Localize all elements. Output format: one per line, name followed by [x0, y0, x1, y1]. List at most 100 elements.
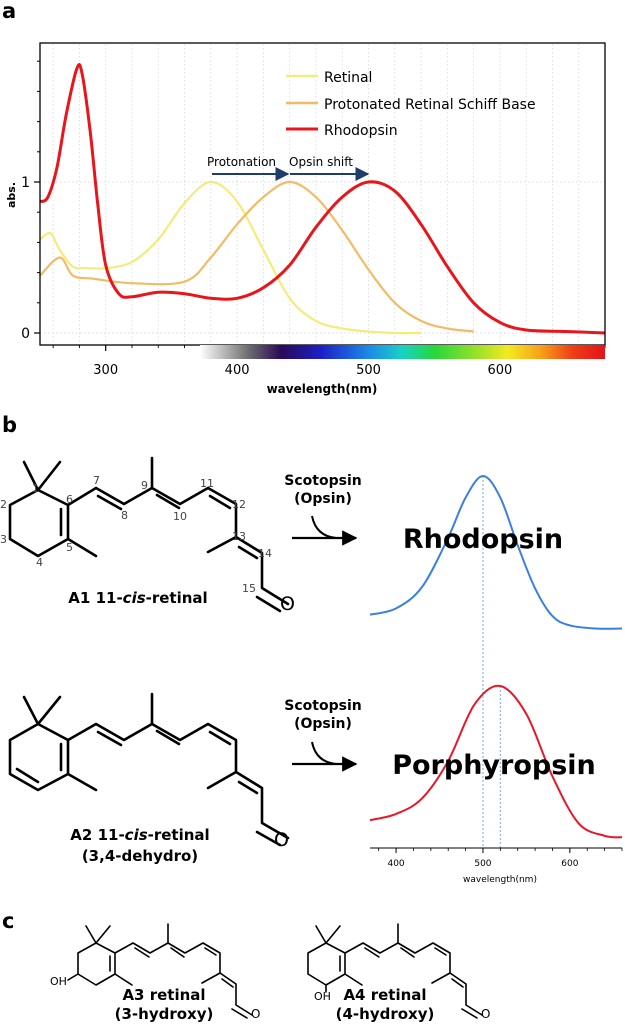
a3-polyene-chain	[114, 923, 253, 1016]
a2-c13-c14-double	[237, 780, 259, 795]
a3-hydroxyl: OH	[50, 975, 67, 988]
legend-label-protonated: Protonated Retinal Schiff Base	[324, 97, 536, 113]
atom-number: 11	[200, 477, 214, 490]
a3-chain-double-2	[170, 947, 185, 958]
panel-b-label: b	[2, 413, 17, 437]
a2-ring-bonds	[8, 722, 70, 792]
a4-gem-dimethyl	[315, 925, 341, 944]
a2-c7-c8-double	[96, 730, 123, 747]
atom-number: 12	[232, 498, 246, 511]
rhodopsin-spectrum-line	[369, 474, 623, 630]
enzyme-2-name-alt: (Opsin)	[294, 716, 352, 732]
opsin-shift-label: Opsin shift	[289, 155, 353, 169]
a4-chain-double-1	[364, 947, 380, 958]
legend-label-retinal: Retinal	[324, 70, 372, 86]
a3-retinal-structure	[67, 923, 253, 1019]
atom-number: 5	[66, 541, 73, 554]
legend-label-rhodopsin: Rhodopsin	[324, 123, 398, 139]
panel-a-label: a	[2, 0, 16, 23]
atom-number: 1	[32, 482, 39, 495]
a1-carbonyl-double	[255, 595, 282, 613]
chart-legend: Retinal Protonated Retinal Schiff Base R…	[286, 70, 536, 139]
a3-chain-double-3	[204, 947, 217, 956]
opsin-spectra: 400 500 600 wavelength(nm)	[369, 474, 623, 885]
mini-x-tick-label: 400	[387, 859, 404, 869]
absorption-spectrum-chart: 0 1 300 400 500 600 abs. wavelength(nm) Retin…	[5, 42, 606, 396]
a3-name: A3 retinal	[122, 986, 205, 1004]
x-tick-label: 600	[487, 363, 512, 378]
series-line-rhodopsin	[39, 63, 606, 335]
a1-atom-numbers: 1 2 3 4 5 6 7 8 9 10 11 12 13 14 15	[0, 474, 272, 595]
atom-number: 7	[93, 474, 100, 487]
a1-c5-methyl	[66, 537, 98, 558]
porphyropsin-spectrum-line	[369, 684, 623, 839]
chart-axes: 0 1 300 400 500 600	[21, 60, 606, 378]
reaction-curve-1	[311, 515, 337, 539]
chart-grid	[40, 44, 605, 344]
a3-carbonyl-double	[231, 1008, 248, 1019]
a2-carbonyl-double	[255, 830, 282, 847]
a2-oxygen: O	[274, 829, 289, 851]
a1-c9-c10-double	[155, 493, 181, 510]
shift-annotations: Protonation Opsin shift	[207, 155, 370, 181]
mini-x-tick-label: 500	[474, 859, 491, 869]
x-tick-label: 500	[356, 363, 381, 378]
a3-subtitle: (3-hydroxy)	[115, 1005, 214, 1023]
a3-chain-double-1	[134, 947, 150, 958]
a4-c5-methyl	[344, 973, 363, 986]
x-tick-label: 300	[93, 363, 118, 378]
a4-chain-double-2	[400, 947, 415, 958]
x-axis-label: wavelength(nm)	[267, 382, 378, 396]
a4-carbonyl-double	[461, 1008, 478, 1019]
y-axis-label: abs.	[5, 182, 18, 208]
protonation-label: Protonation	[207, 155, 276, 169]
a1-polyene-chain	[66, 456, 290, 606]
product-2-name: Porphyropsin	[392, 750, 596, 781]
product-1-name: Rhodopsin	[403, 524, 563, 555]
panel-c-label: c	[2, 909, 14, 933]
a4-subtitle: (4-hydroxy)	[336, 1005, 435, 1023]
a2-c5-methyl	[66, 772, 98, 792]
mini-x-axis-label: wavelength(nm)	[463, 875, 537, 885]
enzyme-1-name-alt: (Opsin)	[294, 491, 352, 507]
a2-polyene-chain	[66, 692, 290, 840]
a4-chain-double-3	[434, 947, 447, 956]
a3-chain-double-4	[221, 978, 234, 988]
a1-c13-c14-double	[237, 545, 259, 560]
a4-chain-double-4	[451, 978, 464, 988]
a3-oxygen: O	[251, 1007, 260, 1021]
a4-name: A4 retinal	[343, 986, 426, 1004]
a1-c7-c8-double	[96, 494, 123, 511]
y-tick-label: 1	[21, 175, 30, 191]
a1-ring-bonds	[8, 488, 70, 558]
atom-number: 2	[0, 498, 7, 511]
a4-polyene-chain	[344, 923, 483, 1016]
a1-retinal-structure	[8, 456, 290, 613]
a2-name: A2 11-cis-retinal	[70, 826, 209, 844]
atom-number: 4	[36, 556, 43, 569]
a2-c11-c12-double	[208, 730, 232, 746]
a4-hydroxyl: OH	[314, 990, 331, 1003]
a3-hydroxyl-bond	[67, 973, 79, 981]
a3-c5-methyl	[114, 973, 133, 986]
a1-gem-dimethyl	[22, 460, 62, 492]
a2-c9-c10-double	[155, 729, 181, 746]
series-line-protonated	[39, 180, 474, 333]
atom-number: 8	[121, 509, 128, 522]
a2-gem-dimethyl	[22, 695, 62, 726]
atom-number: 3	[0, 533, 7, 546]
a2-subtitle: (3,4-dehydro)	[82, 847, 198, 865]
visible-spectrum-bar	[200, 345, 605, 359]
y-tick-label: 0	[21, 326, 30, 342]
reaction-curve-2	[311, 741, 337, 765]
atom-number: 14	[258, 547, 272, 560]
a1-c11-c12-double	[208, 494, 232, 510]
atom-number: 6	[66, 493, 73, 506]
a4-retinal-structure	[307, 923, 483, 1019]
a1-name: A1 11-cis-retinal	[68, 589, 207, 607]
enzyme-2-name: Scotopsin	[284, 698, 361, 714]
atom-number: 10	[173, 510, 187, 523]
atom-number: 9	[141, 479, 148, 492]
x-tick-label: 400	[225, 363, 250, 378]
